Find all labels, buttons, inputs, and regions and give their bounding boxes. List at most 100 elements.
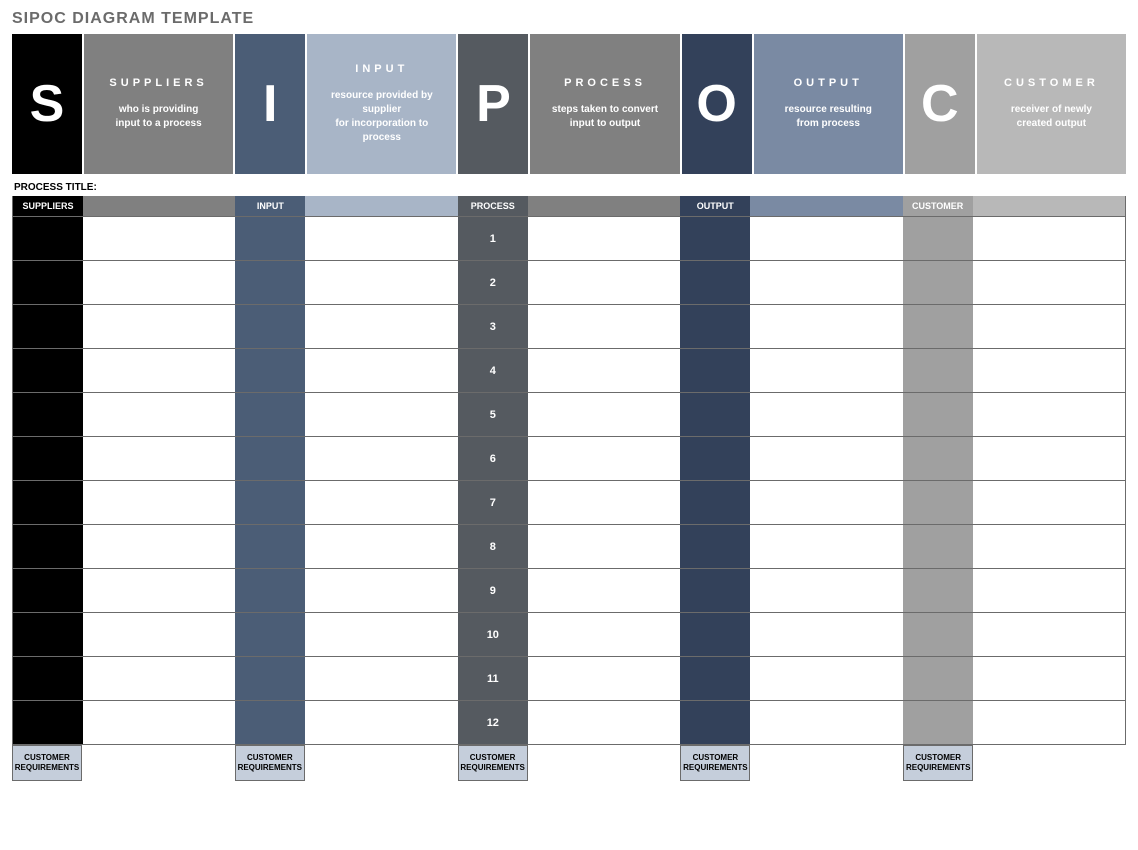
footer-space — [973, 745, 1126, 781]
row-narrow-p: 4 — [458, 349, 528, 392]
cell-input[interactable] — [750, 349, 902, 392]
table-row: 11 — [13, 656, 1125, 700]
cell-input[interactable] — [750, 525, 902, 568]
row-narrow-c — [903, 613, 973, 656]
cell-input[interactable] — [305, 437, 457, 480]
cell-input[interactable] — [973, 437, 1125, 480]
row-narrow-i — [235, 525, 305, 568]
cell-input[interactable] — [750, 657, 902, 700]
cell-input[interactable] — [973, 569, 1125, 612]
row-narrow-p: 9 — [458, 569, 528, 612]
column-header-space — [973, 196, 1125, 216]
cell-input[interactable] — [83, 525, 235, 568]
row-narrow-o — [680, 437, 750, 480]
row-narrow-o — [680, 349, 750, 392]
process-title-label: PROCESS TITLE: — [14, 182, 97, 193]
cell-input[interactable] — [750, 569, 902, 612]
cell-input[interactable] — [83, 349, 235, 392]
cell-input[interactable] — [750, 613, 902, 656]
row-narrow-i — [235, 481, 305, 524]
cell-input[interactable] — [83, 569, 235, 612]
row-narrow-o — [680, 613, 750, 656]
cell-input[interactable] — [83, 481, 235, 524]
sipoc-desc-label: CUSTOMER — [1004, 77, 1099, 89]
cell-input[interactable] — [973, 393, 1125, 436]
cell-input[interactable] — [83, 261, 235, 304]
row-narrow-o — [680, 393, 750, 436]
sipoc-letter-o: O — [682, 34, 752, 174]
cell-input[interactable] — [973, 613, 1125, 656]
cell-input[interactable] — [750, 701, 902, 744]
cell-input[interactable] — [528, 437, 680, 480]
cell-input[interactable] — [83, 657, 235, 700]
footer-row: CUSTOMER REQUIREMENTSCUSTOMER REQUIREMEN… — [12, 745, 1126, 781]
column-header-s: SUPPLIERS — [13, 196, 83, 216]
sipoc-letter-s: S — [12, 34, 82, 174]
cell-input[interactable] — [973, 305, 1125, 348]
row-narrow-c — [903, 481, 973, 524]
cell-input[interactable] — [305, 305, 457, 348]
cell-input[interactable] — [750, 261, 902, 304]
cell-input[interactable] — [528, 349, 680, 392]
sipoc-desc-text: steps taken to convert input to output — [552, 103, 658, 131]
cell-input[interactable] — [83, 393, 235, 436]
cell-input[interactable] — [305, 261, 457, 304]
row-narrow-p: 1 — [458, 217, 528, 260]
cell-input[interactable] — [528, 701, 680, 744]
cell-input[interactable] — [528, 261, 680, 304]
cell-input[interactable] — [973, 657, 1125, 700]
cell-input[interactable] — [305, 481, 457, 524]
cell-input[interactable] — [528, 393, 680, 436]
page-title: SIPOC DIAGRAM TEMPLATE — [12, 10, 1126, 28]
cell-input[interactable] — [83, 701, 235, 744]
table-row: 6 — [13, 436, 1125, 480]
cell-input[interactable] — [305, 349, 457, 392]
table-row: 1 — [13, 216, 1125, 260]
cell-input[interactable] — [305, 569, 457, 612]
row-narrow-c — [903, 305, 973, 348]
cell-input[interactable] — [973, 261, 1125, 304]
column-header-space — [528, 196, 680, 216]
cell-input[interactable] — [973, 481, 1125, 524]
row-narrow-p: 6 — [458, 437, 528, 480]
cell-input[interactable] — [305, 657, 457, 700]
cell-input[interactable] — [83, 217, 235, 260]
footer-label-p: CUSTOMER REQUIREMENTS — [458, 745, 528, 781]
cell-input[interactable] — [305, 701, 457, 744]
row-narrow-s — [13, 261, 83, 304]
cell-input[interactable] — [973, 217, 1125, 260]
cell-input[interactable] — [83, 437, 235, 480]
row-narrow-i — [235, 657, 305, 700]
row-narrow-i — [235, 217, 305, 260]
cell-input[interactable] — [83, 305, 235, 348]
cell-input[interactable] — [528, 613, 680, 656]
cell-input[interactable] — [750, 393, 902, 436]
sipoc-desc-label: SUPPLIERS — [109, 77, 207, 89]
row-narrow-i — [235, 613, 305, 656]
cell-input[interactable] — [305, 393, 457, 436]
cell-input[interactable] — [973, 701, 1125, 744]
cell-input[interactable] — [305, 613, 457, 656]
column-header-row: SUPPLIERSINPUTPROCESSOUTPUTCUSTOMER — [13, 196, 1125, 216]
cell-input[interactable] — [973, 525, 1125, 568]
cell-input[interactable] — [528, 569, 680, 612]
cell-input[interactable] — [305, 217, 457, 260]
row-narrow-c — [903, 261, 973, 304]
cell-input[interactable] — [750, 481, 902, 524]
cell-input[interactable] — [973, 349, 1125, 392]
cell-input[interactable] — [750, 437, 902, 480]
row-narrow-s — [13, 569, 83, 612]
cell-input[interactable] — [528, 305, 680, 348]
sipoc-desc-o: OUTPUTresource resulting from process — [754, 34, 903, 174]
cell-input[interactable] — [750, 217, 902, 260]
sipoc-desc-s: SUPPLIERSwho is providing input to a pro… — [84, 34, 233, 174]
cell-input[interactable] — [528, 657, 680, 700]
row-narrow-s — [13, 349, 83, 392]
cell-input[interactable] — [528, 525, 680, 568]
cell-input[interactable] — [528, 481, 680, 524]
row-narrow-s — [13, 701, 83, 744]
cell-input[interactable] — [528, 217, 680, 260]
cell-input[interactable] — [83, 613, 235, 656]
cell-input[interactable] — [750, 305, 902, 348]
cell-input[interactable] — [305, 525, 457, 568]
